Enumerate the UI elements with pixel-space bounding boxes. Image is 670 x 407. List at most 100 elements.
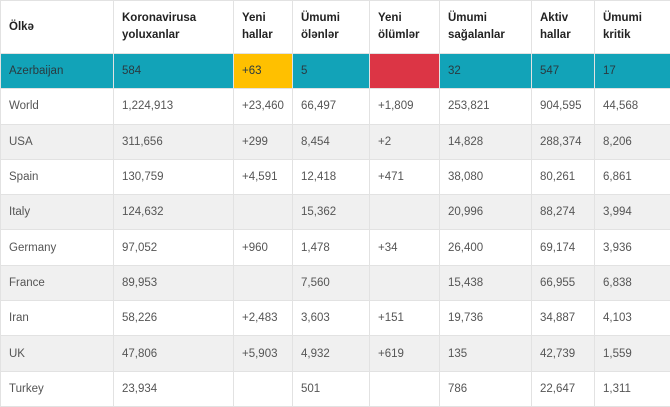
cell-new-deaths: +1,809 (370, 89, 440, 124)
cell-new-cases: +4,591 (234, 159, 293, 194)
cell-country: Germany (1, 230, 114, 265)
cell-active-cases: 80,261 (532, 159, 595, 194)
cell-total-cases: 130,759 (114, 159, 234, 194)
cell-total-recovered: 32 (440, 54, 532, 89)
cell-active-cases: 42,739 (532, 336, 595, 371)
cell-new-deaths: +2 (370, 124, 440, 159)
cell-total-deaths: 4,932 (293, 336, 370, 371)
cell-total-deaths: 7,560 (293, 265, 370, 300)
cell-total-critical: 8,206 (595, 124, 670, 159)
cell-new-cases: +5,903 (234, 336, 293, 371)
cell-total-recovered: 135 (440, 336, 532, 371)
cell-total-deaths: 3,603 (293, 301, 370, 336)
cell-total-deaths: 501 (293, 371, 370, 406)
cell-new-deaths: +619 (370, 336, 440, 371)
cell-total-recovered: 14,828 (440, 124, 532, 159)
cell-total-cases: 124,632 (114, 195, 234, 230)
cell-new-cases (234, 195, 293, 230)
cell-active-cases: 66,955 (532, 265, 595, 300)
cell-country: France (1, 265, 114, 300)
cell-total-critical: 1,559 (595, 336, 670, 371)
cell-total-recovered: 26,400 (440, 230, 532, 265)
cell-total-critical: 4,103 (595, 301, 670, 336)
cell-country: Italy (1, 195, 114, 230)
cell-active-cases: 547 (532, 54, 595, 89)
cell-total-cases: 311,656 (114, 124, 234, 159)
cell-total-recovered: 253,821 (440, 89, 532, 124)
cell-total-cases: 584 (114, 54, 234, 89)
cell-new-cases: +960 (234, 230, 293, 265)
header-total-critical[interactable]: Ümumi kritik (595, 1, 670, 54)
header-total-recovered[interactable]: Ümumi sağalanlar (440, 1, 532, 54)
cell-total-recovered: 38,080 (440, 159, 532, 194)
cell-total-deaths: 8,454 (293, 124, 370, 159)
cell-total-critical: 6,861 (595, 159, 670, 194)
cell-country: Turkey (1, 371, 114, 406)
cell-new-cases (234, 371, 293, 406)
cell-total-critical: 1,311 (595, 371, 670, 406)
cell-total-cases: 58,226 (114, 301, 234, 336)
cell-new-deaths: +471 (370, 159, 440, 194)
cell-country: Iran (1, 301, 114, 336)
header-new-deaths[interactable]: Yeni ölümlər (370, 1, 440, 54)
header-active-cases[interactable]: Aktiv hallar (532, 1, 595, 54)
cell-total-cases: 1,224,913 (114, 89, 234, 124)
cell-total-cases: 47,806 (114, 336, 234, 371)
cell-total-critical: 3,936 (595, 230, 670, 265)
cell-total-recovered: 20,996 (440, 195, 532, 230)
cell-total-deaths: 12,418 (293, 159, 370, 194)
cell-active-cases: 904,595 (532, 89, 595, 124)
table-header: Ölkə Koronavirusa yoluxanlar Yeni hallar… (1, 1, 670, 54)
cell-total-recovered: 19,736 (440, 301, 532, 336)
cell-total-recovered: 786 (440, 371, 532, 406)
cell-total-critical: 44,568 (595, 89, 670, 124)
cell-country: Azerbaijan (1, 54, 114, 89)
cell-new-cases: +2,483 (234, 301, 293, 336)
cell-total-cases: 23,934 (114, 371, 234, 406)
cell-new-cases: +23,460 (234, 89, 293, 124)
cell-new-deaths (370, 195, 440, 230)
cell-active-cases: 22,647 (532, 371, 595, 406)
cell-new-cases: +63 (234, 54, 293, 89)
cell-country: UK (1, 336, 114, 371)
cell-new-deaths (370, 371, 440, 406)
cell-active-cases: 69,174 (532, 230, 595, 265)
cell-country: World (1, 89, 114, 124)
cell-active-cases: 88,274 (532, 195, 595, 230)
header-new-cases[interactable]: Yeni hallar (234, 1, 293, 54)
cell-country: USA (1, 124, 114, 159)
cell-total-critical: 17 (595, 54, 670, 89)
header-country[interactable]: Ölkə (1, 1, 114, 54)
cell-total-cases: 97,052 (114, 230, 234, 265)
cell-total-deaths: 1,478 (293, 230, 370, 265)
header-total-cases[interactable]: Koronavirusa yoluxanlar (114, 1, 234, 54)
cell-new-deaths (370, 54, 440, 89)
header-row: Ölkə Koronavirusa yoluxanlar Yeni hallar… (1, 1, 670, 54)
cell-new-deaths: +34 (370, 230, 440, 265)
cell-new-cases (234, 265, 293, 300)
cell-total-deaths: 15,362 (293, 195, 370, 230)
header-total-deaths[interactable]: Ümumi ölənlər (293, 1, 370, 54)
cell-total-deaths: 5 (293, 54, 370, 89)
cell-total-recovered: 15,438 (440, 265, 532, 300)
cell-country: Spain (1, 159, 114, 194)
cell-total-deaths: 66,497 (293, 89, 370, 124)
cell-total-cases: 89,953 (114, 265, 234, 300)
cell-total-critical: 6,838 (595, 265, 670, 300)
cell-active-cases: 34,887 (532, 301, 595, 336)
cell-new-deaths: +151 (370, 301, 440, 336)
cell-active-cases: 288,374 (532, 124, 595, 159)
cell-new-deaths (370, 265, 440, 300)
